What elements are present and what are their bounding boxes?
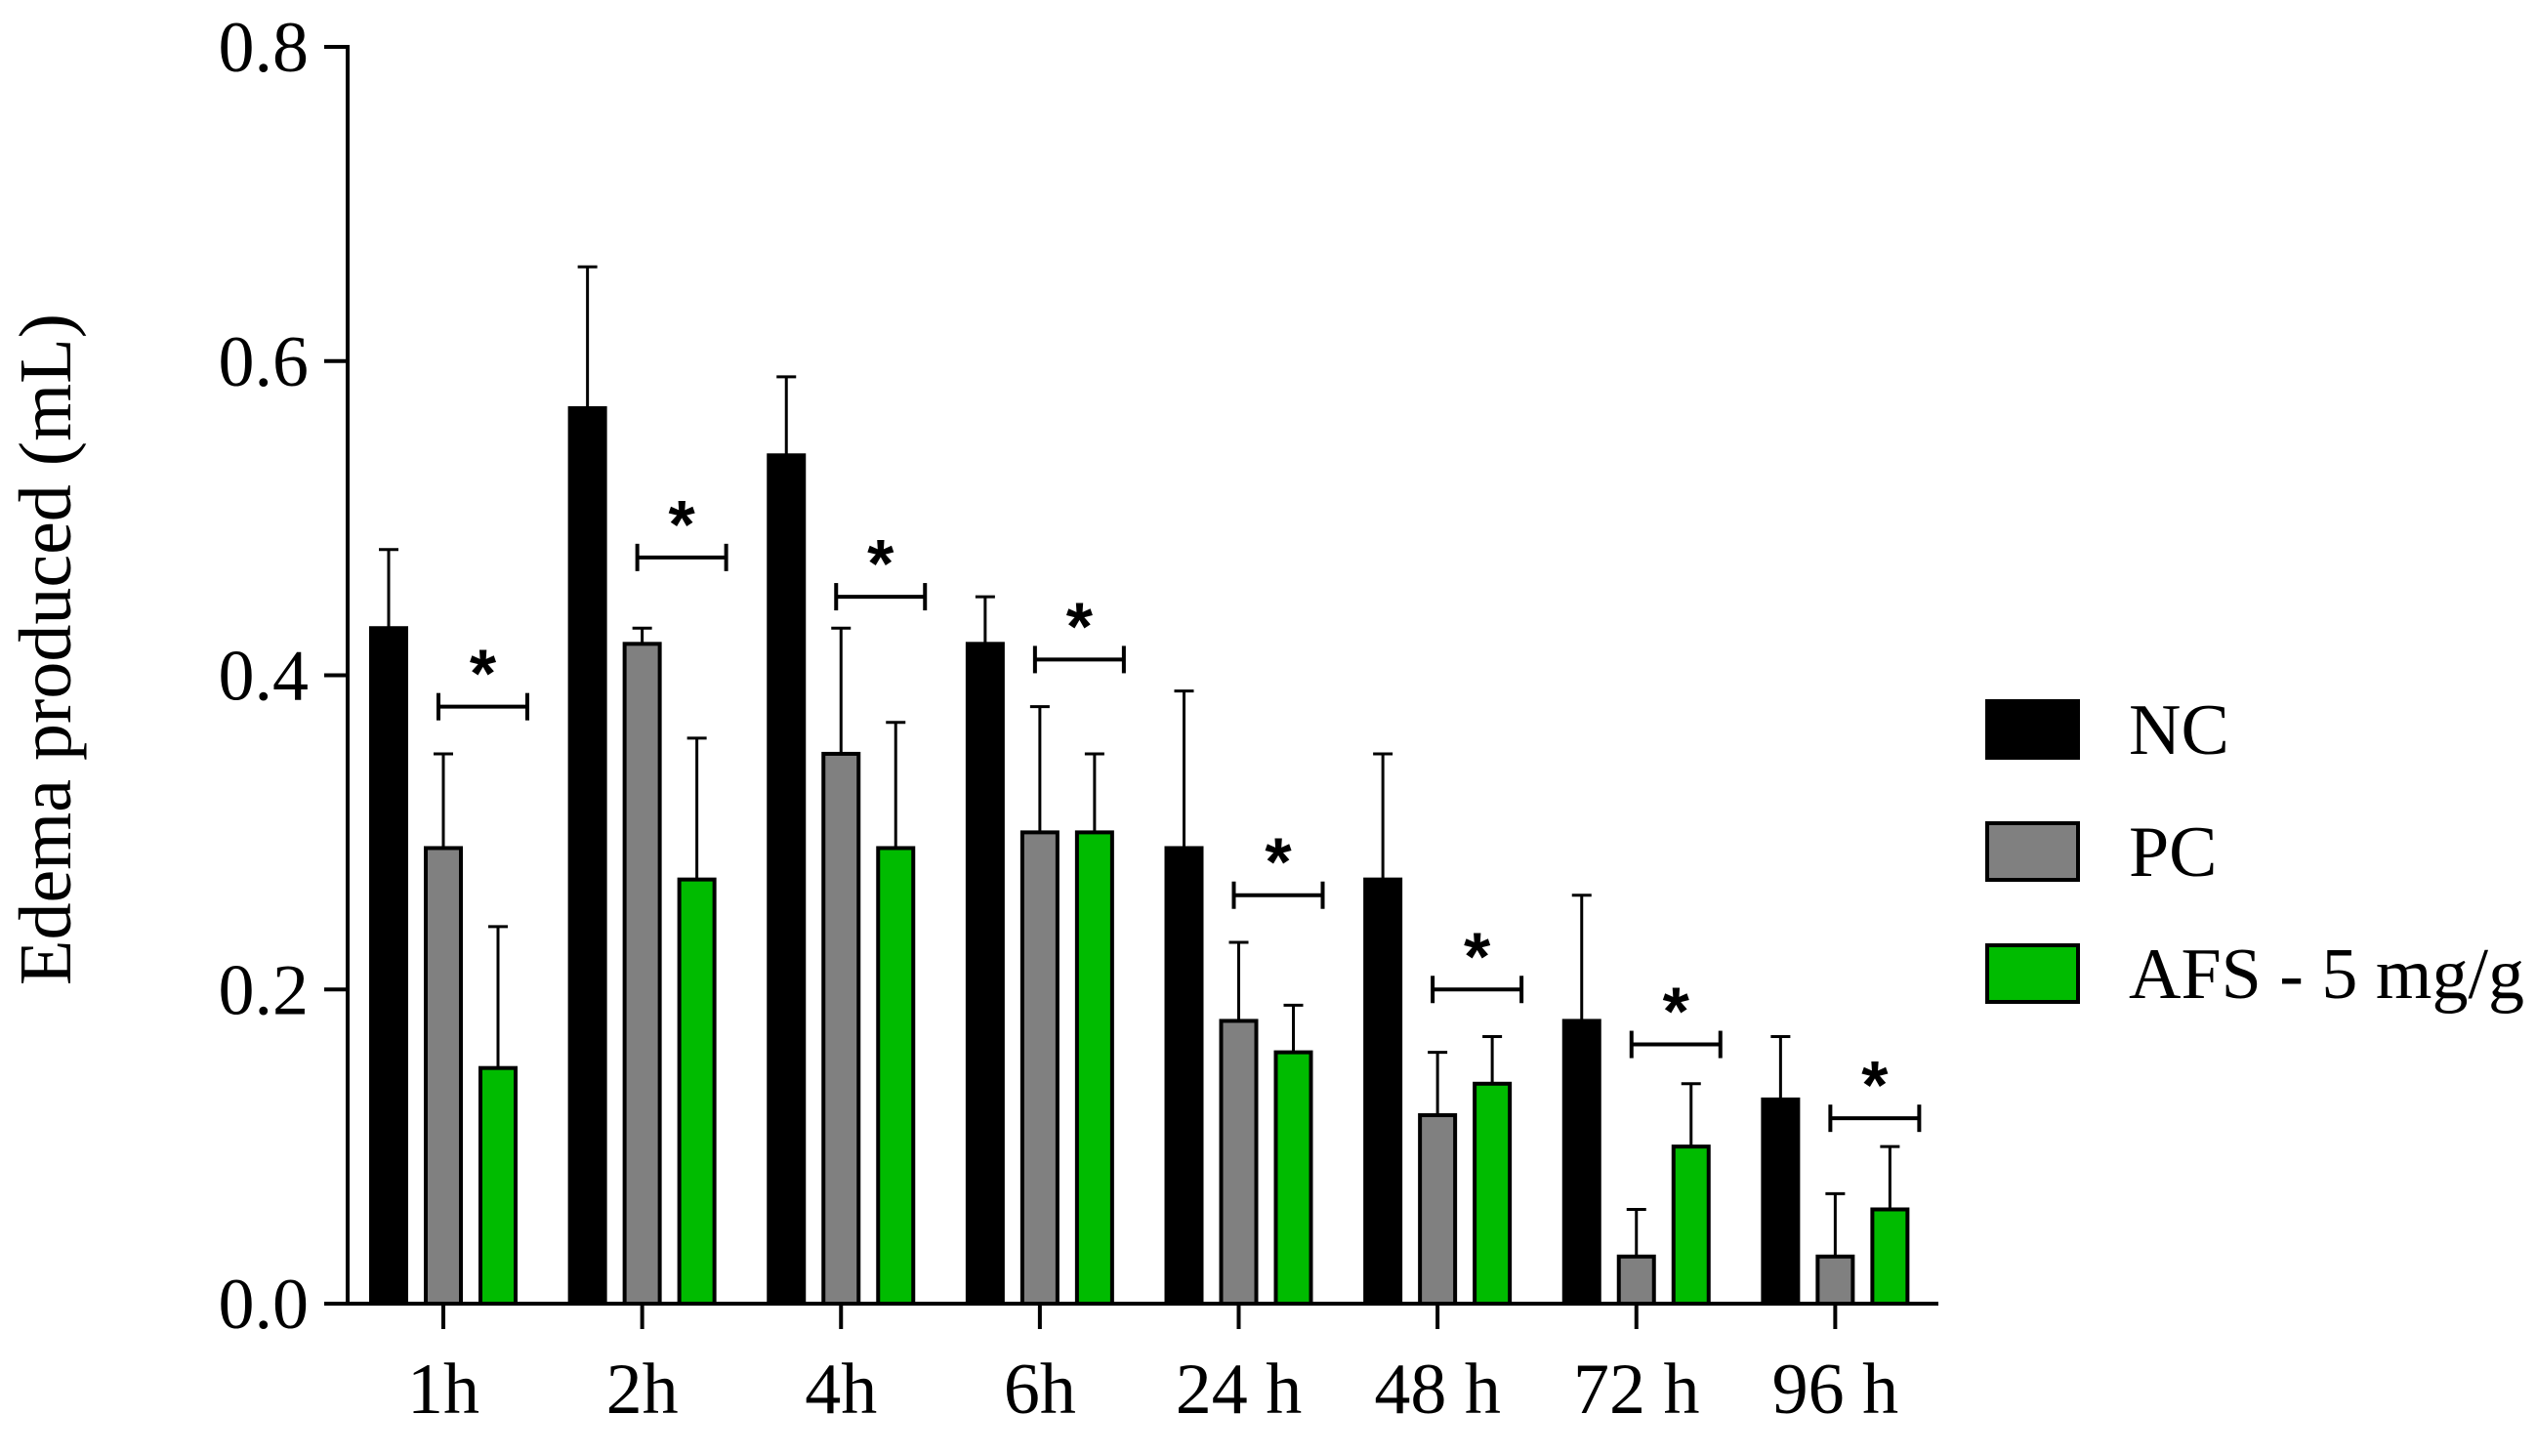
bar — [1671, 1144, 1711, 1306]
bar — [1473, 1081, 1513, 1307]
y-axis-title: Edema produced (mL) — [5, 313, 87, 985]
x-tick-label: 24 h — [1176, 1350, 1303, 1430]
bar — [876, 846, 916, 1307]
legend: NC PC AFS - 5 mg/g — [1985, 690, 2524, 1015]
significance-star: * — [1066, 588, 1094, 664]
y-tick-label: 0.8 — [219, 8, 310, 88]
x-tick-label: 6h — [1004, 1350, 1076, 1430]
x-tick-label: 96 h — [1772, 1350, 1899, 1430]
y-tick-label: 0.0 — [219, 1265, 310, 1345]
bars-group — [369, 406, 1910, 1307]
bar — [622, 642, 662, 1306]
legend-label: PC — [2129, 812, 2218, 893]
x-tick-label: 72 h — [1573, 1350, 1700, 1430]
bar — [677, 877, 717, 1306]
bar — [1616, 1254, 1656, 1307]
bar — [1418, 1112, 1458, 1306]
significance-star: * — [470, 636, 497, 712]
bar — [369, 626, 408, 1306]
bar — [1761, 1097, 1801, 1307]
legend-swatch — [1985, 821, 2080, 882]
bar — [1164, 846, 1204, 1307]
bar — [424, 846, 463, 1307]
bar — [1561, 1019, 1601, 1307]
x-tick-label: 1h — [407, 1350, 479, 1430]
bar — [1870, 1207, 1910, 1306]
x-tick-label: 2h — [606, 1350, 679, 1430]
y-tick-label: 0.2 — [219, 950, 310, 1030]
significance-star: * — [1265, 824, 1292, 900]
legend-swatch — [1985, 699, 2080, 760]
significance-star: * — [1663, 974, 1690, 1050]
significance-star: * — [1464, 918, 1491, 994]
y-tick-label: 0.4 — [219, 637, 310, 717]
significance-group: * * * * * * * * — [437, 486, 1922, 1133]
significance-star: * — [669, 486, 696, 562]
legend-label: NC — [2129, 690, 2229, 770]
y-tick-label: 0.6 — [219, 322, 310, 402]
bar — [1219, 1019, 1259, 1307]
bar — [767, 453, 807, 1306]
y-axis: 0.0 0.2 0.4 0.6 0.8 — [219, 8, 350, 1345]
error-bars-group — [379, 265, 1900, 1257]
bar — [1019, 830, 1060, 1306]
bar — [1815, 1254, 1855, 1307]
legend-label: AFS - 5 mg/g — [2129, 935, 2524, 1015]
bar — [567, 406, 607, 1306]
x-tick-label: 48 h — [1374, 1350, 1501, 1430]
bar — [965, 642, 1005, 1306]
significance-star: * — [867, 525, 894, 602]
bar — [1363, 877, 1403, 1306]
x-tick-label: 4h — [805, 1350, 877, 1430]
bar — [478, 1065, 518, 1306]
bar — [1074, 830, 1114, 1306]
legend-swatch — [1985, 943, 2080, 1004]
bar — [1273, 1050, 1313, 1306]
bar — [821, 751, 861, 1306]
x-axis: 1h 2h 4h 6h 24 h 48 h 72 h 96 h — [346, 1302, 1938, 1430]
significance-star: * — [1861, 1047, 1889, 1123]
